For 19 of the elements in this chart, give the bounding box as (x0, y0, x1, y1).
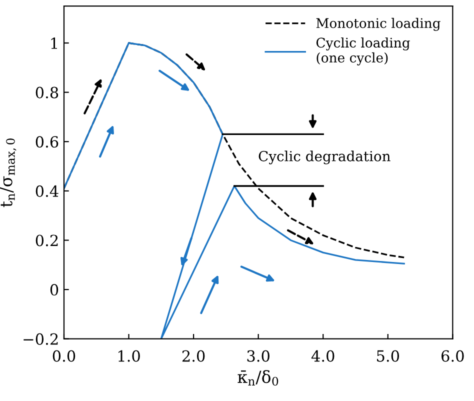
x-tick-label: 2.0 (182, 350, 205, 362)
y-tick-label: −0.2 (24, 333, 58, 345)
y-tick-label: 0.6 (36, 136, 58, 148)
y-tick-label: 0.4 (36, 185, 58, 197)
x-tick-label: 6.0 (442, 350, 464, 362)
annotation: Cyclic degradation (258, 150, 390, 164)
legend-label: Cyclic loading (one cycle) (316, 37, 410, 66)
y-tick-label: 0.2 (36, 234, 58, 246)
x-tick-label: 5.0 (377, 350, 400, 362)
y-tick-label: 0 (50, 284, 58, 296)
y-tick-label: 0.8 (36, 86, 58, 98)
x-axis-title: κ̄$_{n}$/δ$_{0}$ (238, 370, 278, 386)
x-tick-label: 3.0 (247, 350, 270, 362)
x-tick-label: 1.0 (118, 350, 140, 362)
legend-label: Monotonic loading (316, 18, 440, 31)
y-tick-label: 1 (51, 37, 57, 49)
x-tick-label: 0.0 (52, 350, 76, 362)
x-tick-label: 4.0 (311, 350, 334, 362)
y-axis-title: t$_{n}$/σ$_{max,0}$ (0, 138, 16, 208)
